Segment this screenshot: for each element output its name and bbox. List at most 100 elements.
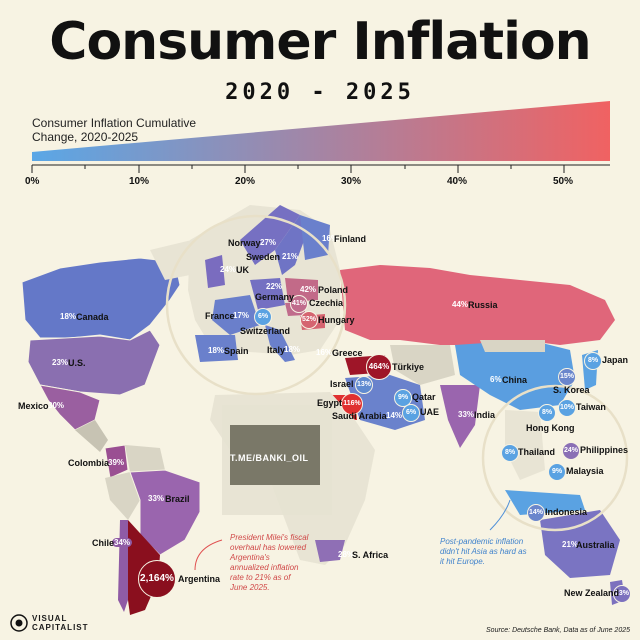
value-bubble-israel: 13% xyxy=(355,376,373,394)
region-central-asia xyxy=(390,345,455,385)
country-colombia xyxy=(104,444,129,479)
country-france xyxy=(212,295,260,335)
label-japan: Japan xyxy=(602,355,629,365)
country-us xyxy=(27,329,161,396)
value-bubble-newzealand: 23% xyxy=(613,585,631,603)
value-bubble-argentina: 2,164% xyxy=(138,560,176,598)
label-uk: UK xyxy=(236,265,249,275)
value-spain: 18% xyxy=(208,346,225,355)
brand-logo: VISUAL CAPITALIST xyxy=(10,614,89,632)
value-uk: 24% xyxy=(220,265,237,274)
label-south-africa: S. Africa xyxy=(352,550,389,560)
label-thailand: Thailand xyxy=(518,447,556,457)
value-chile: 34% xyxy=(112,538,133,547)
label-spain: Spain xyxy=(224,346,249,356)
label-norway: Norway xyxy=(228,238,261,248)
value-finland: 16% xyxy=(322,234,339,243)
value-china: 6% xyxy=(490,375,502,384)
label-qatar: Qatar xyxy=(412,392,436,402)
label-switzerland: Switzerland xyxy=(240,326,291,336)
label-finland: Finland xyxy=(334,234,366,244)
brand-line-2: CAPITALIST xyxy=(32,623,89,632)
label-france: France xyxy=(205,311,235,321)
label-china: China xyxy=(502,375,528,385)
label-malaysia: Malaysia xyxy=(566,466,604,476)
label-indonesia: Indonesia xyxy=(545,507,588,517)
legend-scale xyxy=(31,101,610,173)
argentina-note-connector xyxy=(194,539,223,571)
label-poland: Poland xyxy=(318,285,349,295)
watermark-inner xyxy=(230,425,320,485)
country-germany xyxy=(250,278,285,310)
label-israel: Israel xyxy=(330,379,354,389)
country-australia xyxy=(540,510,620,578)
legend-tick: 50% xyxy=(553,176,574,187)
value-norway: 27% xyxy=(260,238,277,247)
label-taiwan: Taiwan xyxy=(576,402,606,412)
label-hungary: Hungary xyxy=(318,315,355,325)
label-sweden: Sweden xyxy=(246,252,281,262)
value-poland: 42% xyxy=(300,285,317,294)
label-new-zealand: New Zealand xyxy=(564,588,620,598)
europe-zoom-circle xyxy=(165,214,347,396)
label-saudi-arabia: Saudi Arabia xyxy=(332,411,387,421)
label-skorea: S. Korea xyxy=(553,385,590,395)
map-title: Consumer Inflation xyxy=(49,12,591,72)
asia-note-connector xyxy=(489,499,511,531)
value-mexico: 30% xyxy=(48,401,65,410)
brand-line-1: VISUAL xyxy=(32,614,68,623)
label-colombia: Colombia xyxy=(68,458,110,468)
legend-tick: 40% xyxy=(447,176,468,187)
country-brazil xyxy=(129,469,201,556)
label-brazil: Brazil xyxy=(165,494,190,504)
legend-title: Consumer Inflation Cumulative Change, 20… xyxy=(32,116,197,144)
value-australia: 21% xyxy=(562,540,579,549)
value-bubble-japan: 8% xyxy=(584,352,602,370)
value-us: 23% xyxy=(52,358,69,367)
value-bubble-hungary: 52% xyxy=(300,311,318,329)
legend-tick: 20% xyxy=(235,176,256,187)
value-bubble-egypt: 116% xyxy=(341,393,363,415)
value-bubble-taiwan: 10% xyxy=(558,399,576,417)
label-philippines: Philippines xyxy=(580,445,629,455)
brand-icon xyxy=(10,614,28,632)
value-india: 33% xyxy=(458,410,475,419)
country-russia xyxy=(340,265,615,345)
value-italy: 18% xyxy=(284,345,301,354)
value-france: 17% xyxy=(233,311,250,320)
value-bubble-uae: 6% xyxy=(402,404,420,422)
label-russia: Russia xyxy=(468,300,498,310)
map-subtitle: 2020 - 2025 xyxy=(225,80,415,105)
label-mexico: Mexico xyxy=(18,401,49,411)
source-note: Source: Deutsche Bank, Data as of June 2… xyxy=(486,627,630,634)
country-italy xyxy=(265,325,295,362)
label-hongkong: Hong Kong xyxy=(526,423,575,433)
label-egypt: Egypt xyxy=(317,398,343,408)
region-northern-sa xyxy=(125,445,165,472)
region-andes xyxy=(105,472,140,520)
value-colombia: 39% xyxy=(108,458,125,467)
note-asia: Post-pandemic inflation didn't hit Asia … xyxy=(440,537,527,566)
label-uae: UAE xyxy=(420,407,440,417)
country-spain xyxy=(195,335,238,362)
legend-tick: 0% xyxy=(25,176,40,187)
country-chile xyxy=(118,520,128,612)
value-saudi-arabia: 14% xyxy=(386,411,403,420)
label-italy: Italy xyxy=(267,345,286,355)
country-china xyxy=(455,340,575,410)
country-indonesia xyxy=(505,490,585,515)
note-argentina: President Milei's fiscal overhaul has lo… xyxy=(230,533,309,592)
country-india xyxy=(440,385,480,448)
legend-tick: 10% xyxy=(129,176,150,187)
label-chile: Chile xyxy=(92,538,115,548)
label-australia: Australia xyxy=(576,540,615,550)
label-germany: Germany xyxy=(255,292,295,302)
value-bubble-malaysia: 9% xyxy=(548,463,566,481)
value-bubble-switzerland: 6% xyxy=(254,308,272,326)
value-bubble-turkiye: 464% xyxy=(366,354,392,380)
country-uk xyxy=(205,255,225,288)
value-greece: 16% xyxy=(316,348,333,357)
value-brazil: 33% xyxy=(148,494,165,503)
value-bubble-skorea: 15% xyxy=(558,368,576,386)
